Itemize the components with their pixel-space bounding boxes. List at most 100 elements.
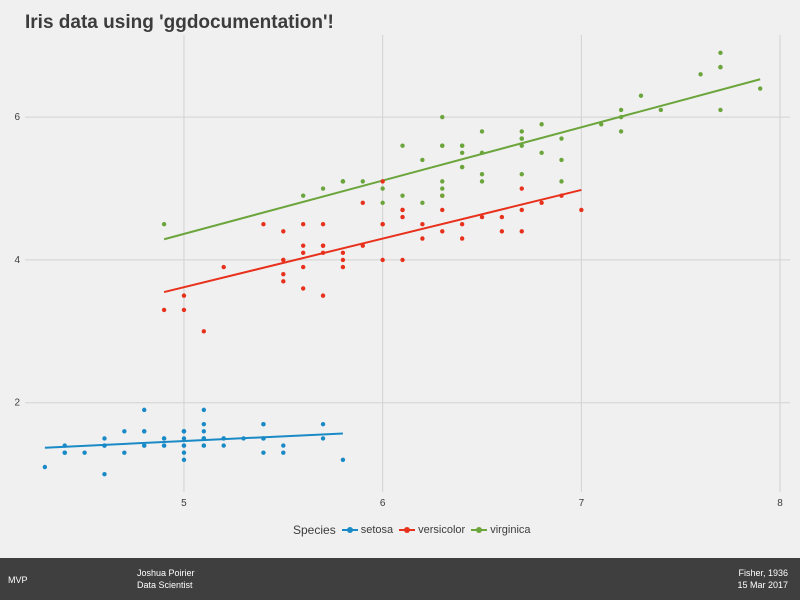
point-virginica <box>380 200 385 206</box>
point-setosa <box>201 443 207 448</box>
point-setosa <box>201 429 207 434</box>
legend-key-virginica <box>471 525 488 535</box>
point-versicolor <box>380 222 385 227</box>
point-virginica <box>479 150 485 156</box>
point-virginica <box>440 179 445 184</box>
legend-items: setosa versicolor virginica <box>341 524 537 536</box>
point-versicolor <box>459 222 465 227</box>
point-virginica <box>698 72 703 77</box>
footer-date: 15 Mar 2017 <box>737 580 788 590</box>
point-setosa <box>181 443 187 448</box>
point-versicolor <box>281 257 286 263</box>
point-virginica <box>400 193 405 198</box>
legend-key-versicolor <box>399 525 416 535</box>
legend-label-versicolor: versicolor <box>418 524 466 536</box>
point-virginica <box>420 200 425 206</box>
point-versicolor <box>340 257 346 263</box>
point-setosa <box>221 436 226 441</box>
point-virginica <box>618 107 624 113</box>
point-virginica <box>519 136 524 141</box>
point-virginica <box>599 122 604 127</box>
point-versicolor <box>300 222 306 227</box>
point-versicolor <box>539 200 544 206</box>
footer-bar: MVP Joshua Poirier Data Scientist Fisher… <box>0 558 800 600</box>
point-versicolor <box>181 293 187 298</box>
point-setosa <box>201 407 207 413</box>
point-virginica <box>400 143 405 148</box>
x-tick-label: 7 <box>579 498 585 509</box>
point-setosa <box>142 429 147 434</box>
point-virginica <box>479 129 485 134</box>
grid-lines <box>25 35 790 492</box>
point-virginica <box>479 172 485 177</box>
point-setosa <box>181 436 187 441</box>
point-versicolor <box>440 229 445 234</box>
point-versicolor <box>400 207 405 213</box>
point-versicolor <box>519 207 524 213</box>
point-setosa <box>181 450 187 455</box>
x-tick-label: 6 <box>380 498 386 509</box>
point-versicolor <box>320 250 326 255</box>
point-virginica <box>519 143 524 148</box>
point-virginica <box>559 136 564 141</box>
point-virginica <box>300 193 306 198</box>
point-virginica <box>459 164 465 170</box>
point-setosa <box>122 450 127 455</box>
point-virginica <box>638 93 644 98</box>
point-versicolor <box>440 207 445 213</box>
point-virginica <box>658 107 664 113</box>
point-setosa <box>82 450 87 455</box>
point-virginica <box>440 186 445 191</box>
point-virginica <box>618 129 624 134</box>
footer-role: Data Scientist <box>137 580 193 590</box>
point-versicolor <box>420 236 425 241</box>
point-virginica <box>718 64 723 70</box>
point-versicolor <box>281 272 286 277</box>
point-setosa <box>142 443 147 448</box>
y-tick-label: 4 <box>14 255 20 266</box>
footer-source-block: Fisher, 1936 15 Mar 2017 <box>737 567 788 591</box>
point-setosa <box>281 443 286 448</box>
point-versicolor <box>281 279 286 284</box>
point-setosa <box>261 436 266 441</box>
chart-title: Iris data using 'ggdocumentation'! <box>25 12 334 33</box>
point-setosa <box>261 450 266 455</box>
point-virginica <box>718 50 723 56</box>
point-setosa <box>320 421 326 427</box>
y-tick-label: 2 <box>14 398 20 409</box>
point-versicolor <box>320 222 326 227</box>
point-virginica <box>340 179 346 184</box>
point-versicolor <box>181 307 187 313</box>
point-setosa <box>281 450 286 455</box>
point-setosa <box>261 421 266 427</box>
point-versicolor <box>380 257 385 263</box>
point-virginica <box>360 179 365 184</box>
point-setosa <box>102 443 107 448</box>
legend-title: Species <box>293 523 336 537</box>
point-versicolor <box>400 214 405 220</box>
point-versicolor <box>519 229 524 234</box>
legend-item-virginica: virginica <box>471 524 531 536</box>
footer-author-block: Joshua Poirier Data Scientist <box>137 567 195 591</box>
point-versicolor <box>559 193 564 198</box>
point-versicolor <box>300 243 306 248</box>
point-virginica <box>559 157 564 163</box>
point-virginica <box>459 150 465 156</box>
point-virginica <box>618 114 624 120</box>
point-setosa <box>221 443 226 448</box>
point-setosa <box>122 429 127 434</box>
legend-label-virginica: virginica <box>490 524 531 536</box>
point-setosa <box>340 457 346 463</box>
point-versicolor <box>221 264 226 270</box>
footer-author: Joshua Poirier <box>137 568 195 578</box>
y-tick-label: 6 <box>14 112 20 123</box>
point-virginica <box>420 157 425 163</box>
point-virginica <box>380 186 385 191</box>
fit-line-setosa <box>44 432 343 449</box>
x-tick-label: 8 <box>777 498 783 509</box>
point-versicolor <box>519 186 524 191</box>
point-versicolor <box>420 222 425 227</box>
point-setosa <box>142 407 147 413</box>
legend: Species setosa versicolor virginica <box>293 523 537 537</box>
point-virginica <box>440 193 445 198</box>
